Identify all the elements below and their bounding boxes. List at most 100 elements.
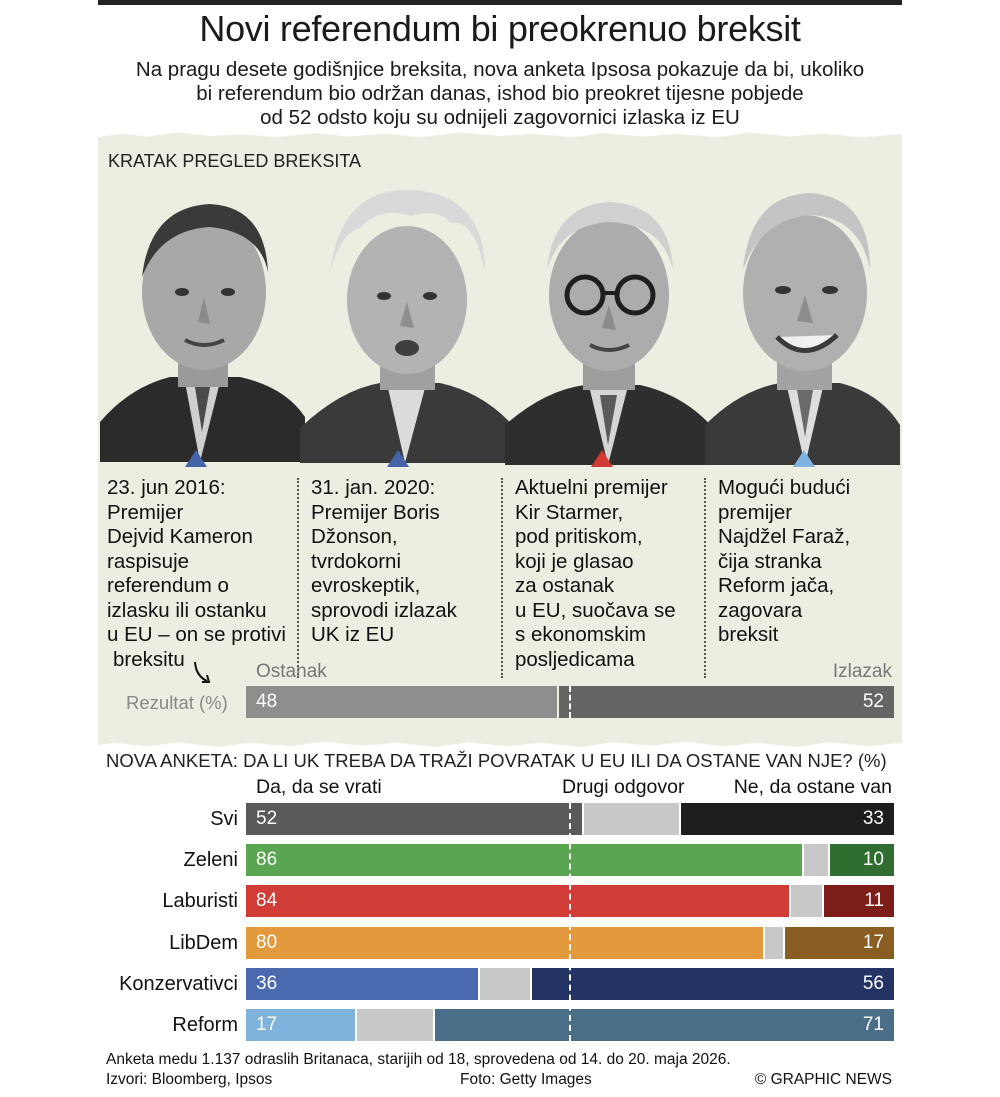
bar-gap xyxy=(828,844,831,876)
overview-line: breksit xyxy=(718,623,779,646)
header-da: Da, da se vrati xyxy=(256,776,382,798)
bar-gap xyxy=(821,885,824,917)
subtitle-line: od 52 odsto koju su odnijeli zagovornici… xyxy=(260,106,740,129)
page-title: Novi referendum bi preokrenuo breksit xyxy=(199,8,801,49)
marker-triangle-2 xyxy=(387,450,409,467)
portrait-johnson xyxy=(300,189,515,463)
marker-triangle-3 xyxy=(591,450,613,467)
portrait-farage xyxy=(705,193,900,465)
bar-ne-value: 33 xyxy=(862,808,884,829)
overview-line: Kir Starmer, xyxy=(515,500,624,524)
overview-line: čija stranka xyxy=(718,549,822,573)
row-label: LibDem xyxy=(169,932,238,954)
row-label: Zeleni xyxy=(183,849,238,871)
overview-line: Aktuelni premijer xyxy=(515,476,668,499)
bar-da: 80 xyxy=(246,927,765,959)
bar-da-value: 86 xyxy=(256,849,278,870)
column-separator xyxy=(297,478,299,678)
overview-column-4: Mogući budući premijer Najdžel Faraž, či… xyxy=(718,476,850,648)
bar-ne-value: 10 xyxy=(862,849,884,870)
overview-line: s ekonomskim xyxy=(515,623,647,646)
bar-da: 84 xyxy=(246,885,791,917)
portrait-starmer xyxy=(505,202,715,465)
bar-ne: 11 xyxy=(822,885,894,917)
overview-line: u EU – on se protivi xyxy=(107,623,286,646)
marker-triangle-4 xyxy=(793,450,815,467)
poll-midline xyxy=(569,803,571,1041)
bar-da-value: 17 xyxy=(256,1014,278,1035)
overview-column-3: Aktuelni premijer Kir Starmer, pod priti… xyxy=(515,476,676,672)
page-subtitle: Na pragu desete godišnjice breksita, nov… xyxy=(110,58,890,130)
header-ne: Ne, da ostane van xyxy=(733,776,892,798)
bar-other xyxy=(764,927,784,959)
bar-ne-value: 71 xyxy=(862,1014,884,1035)
overview-line: u EU, suočava se xyxy=(515,598,676,622)
overview-line: Najdžel Faraž, xyxy=(718,525,851,548)
bar-da-value: 80 xyxy=(256,932,278,953)
sources: Izvori: Bloomberg, Ipsos xyxy=(106,1071,273,1088)
bar-other xyxy=(790,885,823,917)
row-label: Laburisti xyxy=(162,890,238,912)
poll-title: NOVA ANKETA: DA LI UK TREBA DA TRAŽI POV… xyxy=(106,750,887,771)
footnote: Anketa medu 1.137 odraslih Britanaca, st… xyxy=(106,1051,731,1068)
overview-line: referendum o xyxy=(107,574,229,597)
overview-label: KRATAK PREGLED BREKSITA xyxy=(108,151,362,171)
bar-ne-value: 56 xyxy=(862,973,884,994)
bar-ne: 56 xyxy=(531,968,894,1000)
row-label: Konzervativci xyxy=(119,973,238,995)
bar-gap xyxy=(355,1009,358,1041)
result-bar-ostanak: 48 xyxy=(246,686,558,718)
overview-line: zagovara xyxy=(718,598,803,622)
overview-line: posljedicama xyxy=(515,647,635,671)
overview-line: 23. jun 2016: xyxy=(107,476,226,499)
bar-ne: 17 xyxy=(783,927,894,959)
row-label: Reform xyxy=(172,1014,238,1036)
result-bar-izlazak: 52 xyxy=(559,686,894,718)
bar-ne-value: 11 xyxy=(864,890,884,911)
bar-gap xyxy=(789,885,792,917)
curved-arrow-icon xyxy=(194,661,211,683)
bar-da: 86 xyxy=(246,844,804,876)
overview-line: raspisuje xyxy=(107,549,190,573)
overview-line: UK iz EU xyxy=(311,623,395,646)
bar-da-value: 52 xyxy=(256,808,278,829)
bar-gap xyxy=(802,844,805,876)
bar-da: 17 xyxy=(246,1009,357,1041)
bar-other xyxy=(479,968,532,1000)
bar-gap xyxy=(581,803,584,835)
bar-ne-value: 17 xyxy=(862,932,884,953)
overview-line: koji je glasao xyxy=(515,549,634,573)
overview-line: Premijer xyxy=(107,500,184,524)
result-izlazak-value: 52 xyxy=(862,691,884,712)
bar-gap xyxy=(530,968,533,1000)
bar-gap xyxy=(782,927,785,959)
panel-torn-edge-bottom xyxy=(98,738,902,747)
overview-line: sprovodi izlazak xyxy=(311,598,457,622)
marker-triangle-1 xyxy=(185,450,207,467)
bar-gap xyxy=(432,1009,435,1041)
overview-line: izlasku ili ostanku xyxy=(107,598,267,622)
result-ostanak-value: 48 xyxy=(256,691,278,712)
bar-ne: 71 xyxy=(433,1009,894,1041)
bar-da-value: 36 xyxy=(256,973,278,994)
overview-column-2: 31. jan. 2020: Premijer Boris Džonson, t… xyxy=(311,476,457,648)
overview-line: Premijer Boris xyxy=(311,500,440,524)
overview-line: Dejvid Kameron xyxy=(107,525,253,548)
bar-gap xyxy=(478,968,481,1000)
bar-gap xyxy=(763,927,766,959)
header-drugi: Drugi odgovor xyxy=(562,776,685,798)
subtitle-line: bi referendum bio održan danas, ishod bi… xyxy=(196,82,804,105)
overview-line: Džonson, xyxy=(311,525,398,548)
overview-line: 31. jan. 2020: xyxy=(311,476,436,499)
overview-line: breksitu xyxy=(113,647,185,671)
result-izlazak-label: Izlazak xyxy=(832,661,892,682)
bar-da: 52 xyxy=(246,803,583,835)
subtitle-line: Na pragu desete godišnjice breksita, nov… xyxy=(135,58,865,81)
overview-line: pod pritiskom, xyxy=(515,525,643,548)
bar-ne: 10 xyxy=(829,844,894,876)
bar-da: 36 xyxy=(246,968,480,1000)
overview-line: evroskeptik, xyxy=(311,574,421,597)
photo-credit: Foto: Getty Images xyxy=(460,1071,592,1088)
overview-line: tvrdokorni xyxy=(311,549,402,573)
bar-gap xyxy=(679,803,682,835)
